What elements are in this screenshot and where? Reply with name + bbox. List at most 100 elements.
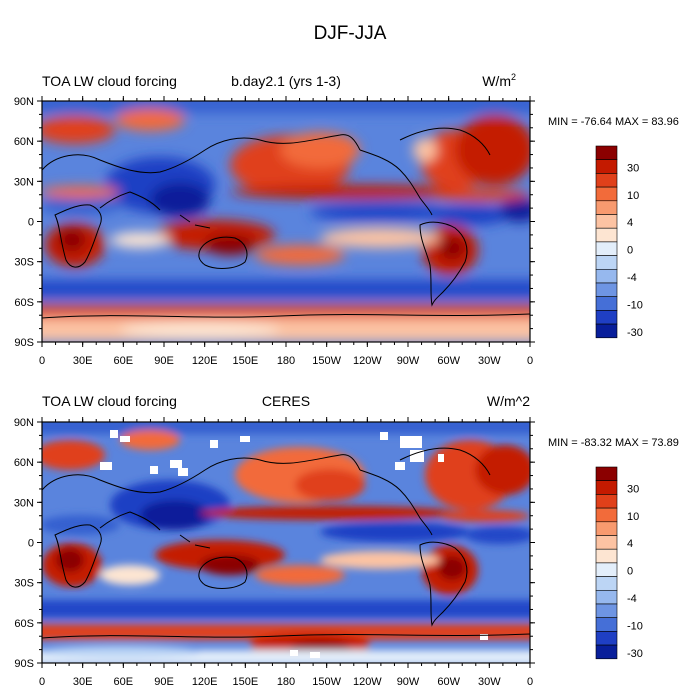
lon-label: 30W (478, 355, 501, 367)
colorbar-swatch (595, 173, 618, 188)
colorbar-swatch (595, 548, 618, 564)
colorbar-swatch (595, 241, 618, 256)
lon-label: 0 (39, 355, 45, 367)
map-2-field (42, 422, 530, 663)
colorbar-swatch (595, 644, 618, 660)
lon-label: 0 (39, 676, 45, 688)
colorbar-label: -4 (627, 593, 637, 605)
lon-label: 30E (73, 676, 93, 688)
map-2-lon-labels: 0 30E 60E 90E 120E 150E 180 150W 120W 90W 60W 30W 0 (39, 676, 533, 688)
colorbar-label: 4 (627, 538, 633, 550)
colorbar-label: 30 (627, 483, 639, 495)
map-1-lat-labels: 90N 60N 30N 0 30S 60S 90S (14, 96, 34, 349)
lat-label: 60S (14, 297, 34, 309)
colorbar-swatch (595, 562, 618, 577)
lon-label: 150W (312, 676, 341, 688)
lat-label: 90S (14, 658, 34, 670)
map-1-ticks (37, 96, 535, 347)
panel-1-left-title: TOA LW cloud forcing (42, 73, 177, 89)
panel-2-units: W/m^2 (487, 393, 530, 409)
panel-1-min-max: MIN = -76.64 MAX = 83.96 (548, 116, 679, 128)
lon-label: 150W (312, 355, 341, 367)
colorbar-label: -30 (627, 648, 643, 660)
lat-label: 30S (14, 257, 34, 269)
lat-label: 0 (28, 538, 34, 550)
map-2-ticks (37, 417, 535, 668)
lat-label: 30N (14, 497, 34, 509)
lon-label: 120W (353, 355, 382, 367)
colorbar-swatch (595, 617, 618, 632)
lat-label: 30N (14, 176, 34, 188)
colorbar-label: 30 (627, 162, 639, 174)
lon-label: 120E (192, 676, 218, 688)
lat-label: 0 (28, 217, 34, 229)
colorbar-swatch (595, 310, 618, 325)
lon-label: 180 (277, 676, 295, 688)
colorbar-swatch (595, 282, 618, 297)
map-1-lon-labels: 0 30E 60E 90E 120E 150E 180 150W 120W 90W 60W 30W 0 (39, 355, 533, 367)
colorbar-label: 0 (627, 245, 633, 257)
colorbar-label: -30 (627, 327, 643, 339)
lat-label: 30S (14, 578, 34, 590)
panel-2: TOA LW cloud forcing CERES W/m^2 MIN = -… (14, 393, 679, 688)
map-2-coastlines (42, 447, 530, 639)
panel-2-center-title: CERES (262, 393, 310, 409)
lon-label: 30E (73, 355, 93, 367)
colorbar-swatch (595, 145, 618, 160)
lon-label: 60W (437, 355, 460, 367)
lon-label: 120E (192, 355, 218, 367)
colorbar-2: 30 10 4 0 -4 -10 -30 (595, 466, 643, 660)
colorbar-label: -10 (627, 620, 643, 632)
colorbar-swatch (595, 480, 618, 495)
lon-label: 60E (114, 355, 134, 367)
colorbar-swatch (595, 296, 618, 311)
map-1-coastlines (42, 127, 530, 319)
map-2-missing-data (100, 430, 488, 658)
panel-1-units: W/m2 (482, 72, 516, 89)
colorbar-swatch (595, 214, 618, 229)
colorbar-label: -10 (627, 299, 643, 311)
colorbar-swatch (595, 323, 618, 339)
lat-label: 90N (14, 417, 34, 429)
colorbar-swatch (595, 631, 618, 646)
lat-label: 60N (14, 136, 34, 148)
colorbar-swatch (595, 186, 618, 202)
lon-label: 90E (154, 676, 174, 688)
lon-label: 0 (527, 355, 533, 367)
lon-label: 150E (232, 676, 258, 688)
colorbar-swatch (595, 576, 618, 591)
lon-label: 150E (232, 355, 258, 367)
lon-label: 120W (353, 676, 382, 688)
colorbar-label: 0 (627, 566, 633, 578)
panel-2-min-max: MIN = -83.32 MAX = 73.89 (548, 437, 679, 449)
lat-label: 90S (14, 337, 34, 349)
figure-title: DJF-JJA (314, 23, 387, 44)
lon-label: 90E (154, 355, 174, 367)
colorbar-swatch (595, 200, 618, 215)
lon-label: 180 (277, 355, 295, 367)
colorbar-label: 10 (627, 190, 639, 202)
colorbar-swatch (595, 255, 618, 270)
colorbar-1: 30 10 4 0 -4 -10 -30 (595, 145, 643, 339)
lon-label: 90W (397, 676, 420, 688)
colorbar-swatch (595, 589, 618, 605)
colorbar-swatch (595, 466, 618, 481)
map-1-field (42, 101, 530, 342)
colorbar-swatch (595, 227, 618, 243)
panel-1-units-superscript: 2 (511, 72, 516, 82)
panel-1-center-title: b.day2.1 (yrs 1-3) (231, 73, 341, 89)
colorbar-swatch (595, 494, 618, 509)
colorbar-swatch (595, 535, 618, 550)
map-2-lat-labels: 90N 60N 30N 0 30S 60S 90S (14, 417, 34, 670)
colorbar-swatch (595, 268, 618, 284)
lon-label: 90W (397, 355, 420, 367)
colorbar-label: 10 (627, 511, 639, 523)
colorbar-swatch (595, 507, 618, 523)
panel-2-left-title: TOA LW cloud forcing (42, 393, 177, 409)
lat-label: 60S (14, 618, 34, 630)
colorbar-swatch (595, 159, 618, 174)
lon-label: 60W (437, 676, 460, 688)
colorbar-label: 4 (627, 217, 633, 229)
lat-label: 60N (14, 457, 34, 469)
lon-label: 30W (478, 676, 501, 688)
